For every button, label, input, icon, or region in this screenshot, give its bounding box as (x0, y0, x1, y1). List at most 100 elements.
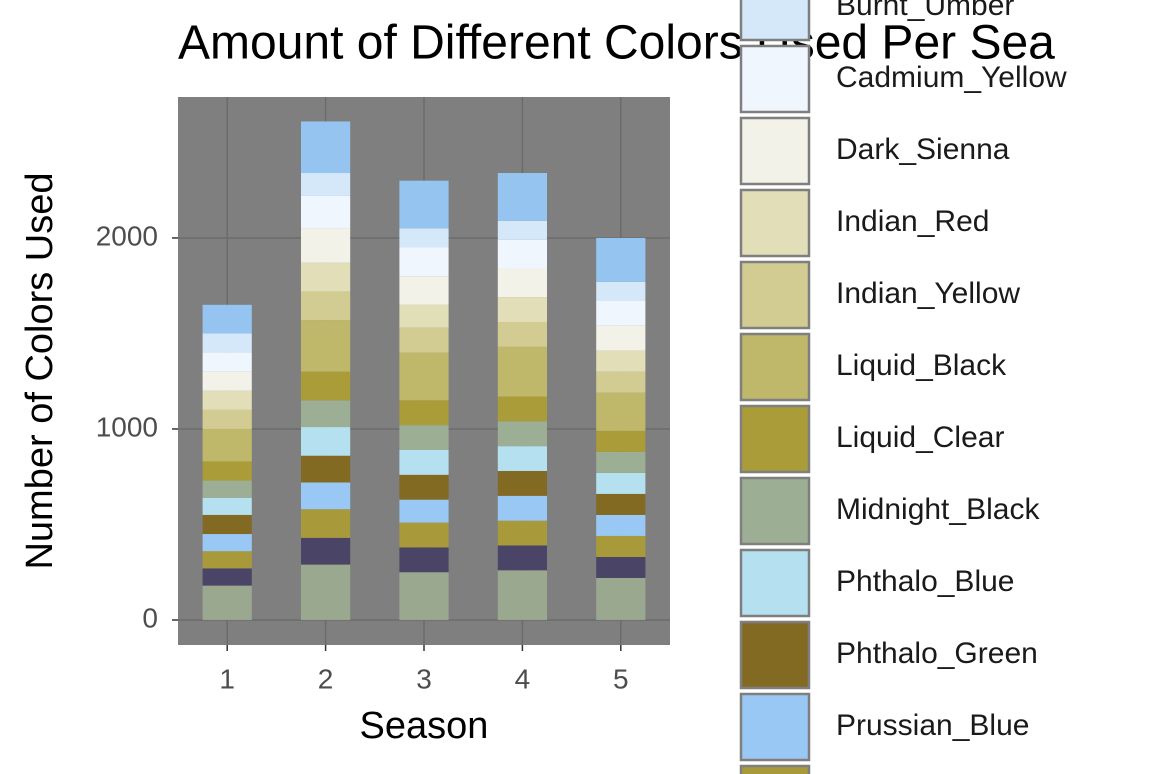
bar-segment (399, 425, 449, 450)
x-tick-label: 1 (219, 663, 235, 694)
bar-segment (202, 480, 252, 498)
bar-segment (202, 333, 252, 353)
bar-segment (497, 520, 547, 546)
bar-segment (301, 509, 351, 538)
legend-swatch (739, 44, 811, 114)
bar-segment (399, 352, 449, 401)
bar-segment (301, 537, 351, 565)
bar-segment (399, 547, 449, 573)
bar-segment (202, 390, 252, 410)
bar-segment (301, 228, 351, 263)
legend-label: Prussian_Blue (836, 709, 1029, 742)
bar-segment (596, 371, 646, 393)
bar-segment (202, 461, 252, 481)
legend-label: Indian_Red (836, 205, 989, 238)
bar-segment (301, 320, 351, 372)
legend: Prussian_Blue Phthalo_Green Phthalo_Blue Mi… (739, 0, 1067, 774)
bar-segment (399, 499, 449, 523)
bar-segment (497, 495, 547, 521)
legend-swatch (739, 692, 811, 762)
legend-label: Burnt_Umber (836, 0, 1014, 22)
bar-segment (301, 121, 351, 174)
bar-segment (301, 482, 351, 510)
x-tick-label: 5 (613, 663, 629, 694)
bar-segment (596, 350, 646, 372)
bar-segment (202, 585, 252, 620)
bar-segment (497, 346, 547, 397)
bar-segment (596, 281, 646, 301)
bar-segment (399, 572, 449, 620)
y-tick-label: 2000 (96, 220, 158, 251)
plot-area (178, 97, 670, 645)
bar-segment (399, 327, 449, 353)
bar-segment (596, 535, 646, 557)
bar-segment (301, 564, 351, 620)
legend-label: Indian_Yellow (836, 277, 1020, 310)
chart-title: Amount of Different Colors Used Per Sea (178, 17, 1055, 70)
bar-segment (301, 455, 351, 483)
legend-label: Phthalo_Green (836, 637, 1038, 670)
legend-swatch (739, 548, 811, 618)
bar-segment (202, 514, 252, 535)
bar-segment (202, 551, 252, 569)
bar-segment (596, 392, 646, 431)
y-axis-label: Number of Colors Used (19, 172, 61, 569)
legend-label: Liquid_Clear (836, 421, 1004, 454)
legend-swatch (739, 764, 811, 774)
bar-segment (202, 428, 252, 462)
bar-segment (596, 237, 646, 282)
bar-segment (497, 220, 547, 240)
bar-segment (301, 400, 351, 428)
bar-segment (399, 522, 449, 548)
legend-swatch (739, 0, 811, 42)
x-tick-label: 2 (318, 663, 334, 694)
bar-segment (596, 493, 646, 515)
bar-segment (596, 514, 646, 536)
bar-segment (202, 304, 252, 334)
legend-swatch (739, 476, 811, 546)
bar-segment (399, 304, 449, 328)
bar-segment (399, 400, 449, 426)
y-tick-label: 1000 (96, 411, 158, 442)
x-tick-label: 3 (416, 663, 432, 694)
bar-segment (596, 300, 646, 326)
bar-segment (497, 470, 547, 496)
bar-segment (399, 276, 449, 305)
legend-label: Cadmium_Yellow (836, 61, 1067, 94)
bar-segment (399, 449, 449, 475)
bar-segment (497, 570, 547, 620)
bar-segment (497, 268, 547, 298)
bar-segment (596, 451, 646, 473)
bar-segment (497, 396, 547, 422)
bar-segment (202, 352, 252, 372)
bar-segment (301, 427, 351, 456)
bar-segment (301, 291, 351, 321)
bar-segment (497, 239, 547, 269)
bar-segment (301, 371, 351, 401)
y-tick-label: 0 (142, 602, 158, 633)
x-tick-label: 4 (515, 663, 531, 694)
legend-swatch (739, 332, 811, 402)
bar-segment (596, 472, 646, 494)
legend-swatch (739, 620, 811, 690)
bar-segment (596, 577, 646, 620)
bar-segment (497, 297, 547, 323)
bar-segment (497, 545, 547, 571)
bar-segment (596, 556, 646, 578)
bar-segment (202, 371, 252, 391)
legend-swatch (739, 188, 811, 258)
bar-segment (399, 228, 449, 248)
x-axis-label: Season (360, 705, 489, 747)
legend-swatch (739, 116, 811, 186)
bar-segment (399, 180, 449, 229)
bar-segment (202, 497, 252, 515)
bar-segment (301, 195, 351, 229)
legend-swatch (739, 404, 811, 474)
bar-segment (497, 173, 547, 221)
legend-swatch (739, 260, 811, 330)
bar-segment (301, 173, 351, 196)
bar-segment (497, 446, 547, 471)
legend-label: Dark_Sienna (836, 133, 1010, 166)
legend-label: Liquid_Black (836, 349, 1007, 382)
